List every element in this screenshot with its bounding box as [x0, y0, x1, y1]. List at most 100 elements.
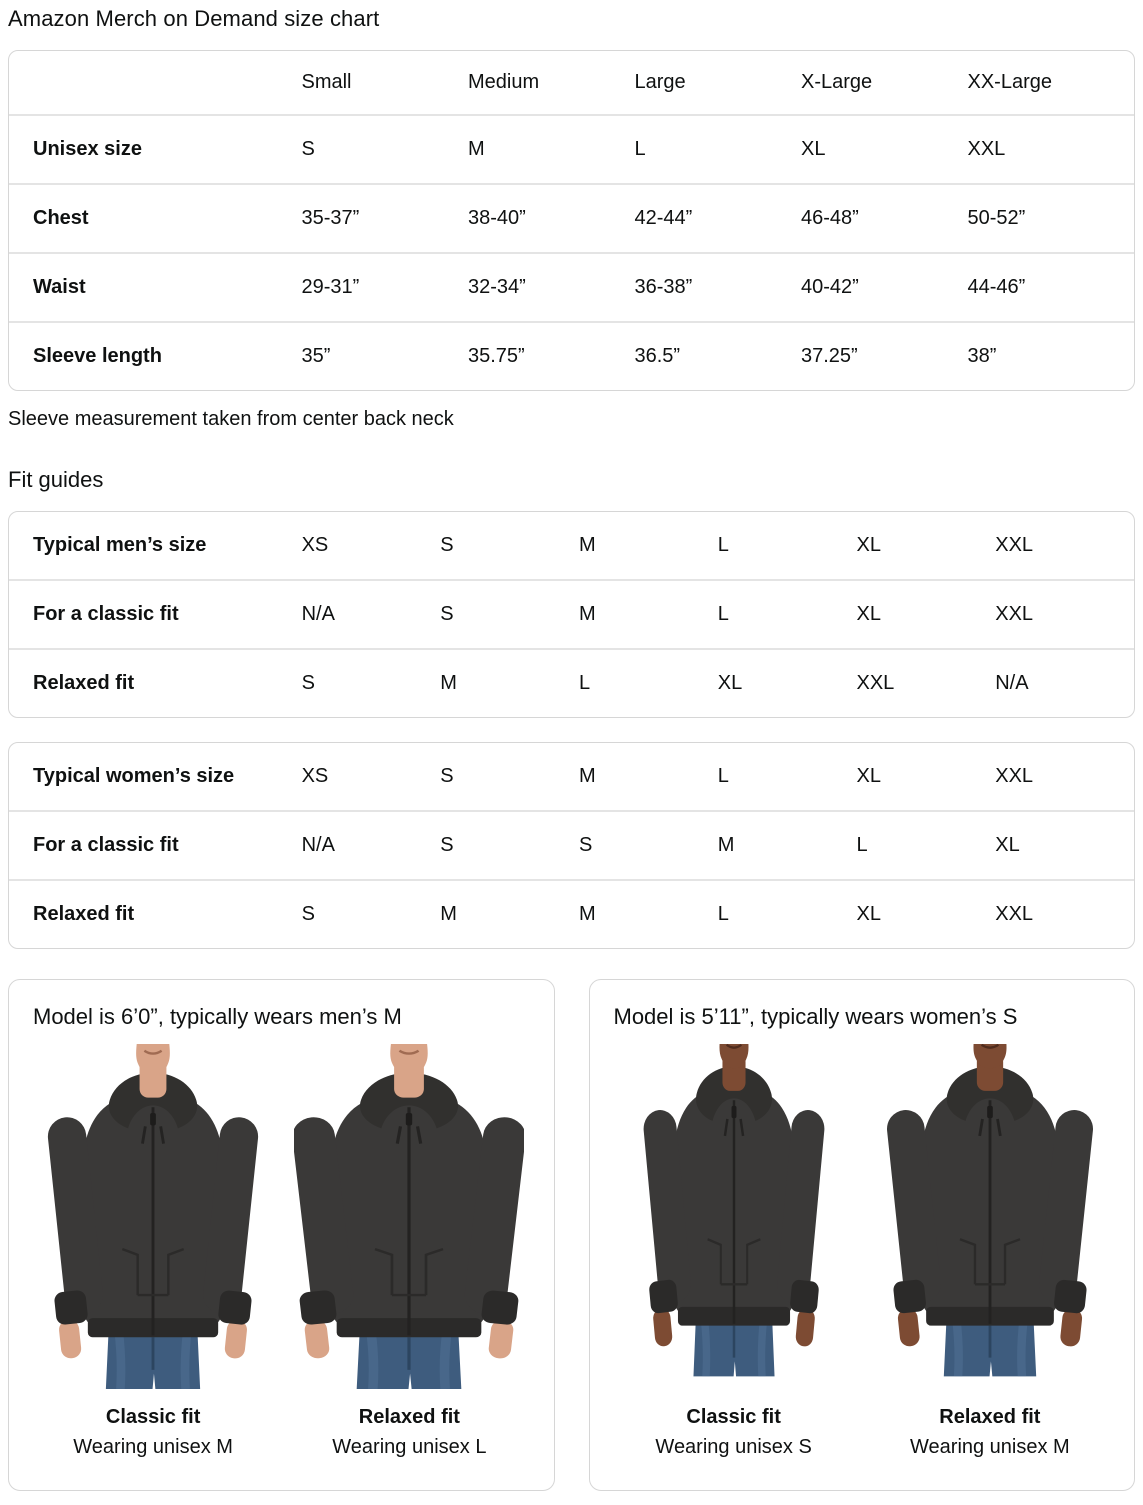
- male-model-relaxed-fit-photo: [294, 1044, 524, 1389]
- cell: L: [717, 765, 729, 787]
- cell: S: [301, 114, 468, 184]
- cell: N/A: [995, 648, 1134, 717]
- row-label: Relaxed fit: [9, 648, 302, 717]
- cell: XL: [800, 114, 968, 184]
- cell: L: [579, 648, 718, 717]
- row-label: For a classic fit: [9, 810, 302, 880]
- column-header-xx-large: XX-Large: [967, 71, 1052, 93]
- cell: XXL: [995, 879, 1134, 948]
- cell: M: [467, 114, 635, 184]
- size-chart-table: Small Medium Large X-Large XX-Large Unis…: [9, 51, 1134, 390]
- cell: XL: [856, 579, 996, 649]
- cell: N/A: [301, 579, 441, 649]
- size-chart-corner-cell: [9, 51, 301, 115]
- mens-classic-fit-column: Classic fit Wearing unisex M: [25, 1044, 281, 1459]
- cell: XXL: [995, 534, 1034, 556]
- row-label: Typical men’s size: [33, 534, 207, 556]
- fit-caption: Relaxed fit: [939, 1406, 1041, 1428]
- cell: 29-31”: [301, 252, 468, 322]
- table-row-womens-relaxed-fit: Relaxed fit S M M L XL XXL: [9, 879, 1134, 948]
- cell: XL: [856, 765, 881, 787]
- cell: S: [440, 579, 580, 649]
- cell: L: [717, 534, 729, 556]
- column-header-x-large: X-Large: [800, 71, 873, 93]
- mens-model-card-title: Model is 6’0”, typically wears men’s M: [33, 1004, 402, 1029]
- cell: N/A: [301, 810, 441, 880]
- cell: M: [717, 810, 857, 880]
- row-label: Sleeve length: [9, 321, 302, 390]
- table-row-unisex-size: Unisex size S M L XL XXL: [9, 114, 1134, 184]
- cell: XS: [301, 765, 329, 787]
- size-chart-header-row: Small Medium Large X-Large XX-Large: [9, 51, 1134, 115]
- female-model-relaxed-fit-photo: [875, 1044, 1105, 1389]
- cell: S: [440, 765, 454, 787]
- table-row-mens-relaxed-fit: Relaxed fit S M L XL XXL N/A: [9, 648, 1134, 717]
- cell: 36.5”: [634, 321, 801, 390]
- table-row-chest: Chest 35-37” 38-40” 42-44” 46-48” 50-52”: [9, 183, 1134, 253]
- size-chart-panel: Small Medium Large X-Large XX-Large Unis…: [8, 50, 1135, 391]
- table-row-sleeve-length: Sleeve length 35” 35.75” 36.5” 37.25” 38…: [9, 321, 1134, 390]
- row-label: Relaxed fit: [9, 879, 302, 948]
- model-cards: Model is 6’0”, typically wears men’s M C…: [8, 979, 1135, 1491]
- cell: L: [634, 114, 801, 184]
- row-label: Chest: [9, 183, 302, 253]
- cell: XL: [856, 879, 996, 948]
- table-row-mens-classic-fit: For a classic fit N/A S M L XL XXL: [9, 579, 1134, 649]
- cell: L: [856, 810, 996, 880]
- cell: M: [579, 879, 718, 948]
- mens-fit-guide-panel: Typical men’s size XS S M L XL XXL For a…: [8, 511, 1135, 718]
- cell: 38”: [967, 321, 1134, 390]
- cell: XS: [301, 534, 329, 556]
- cell: 44-46”: [967, 252, 1134, 322]
- cell: M: [579, 765, 596, 787]
- wearing-caption: Wearing unisex M: [910, 1436, 1070, 1458]
- cell: XL: [717, 648, 857, 717]
- cell: 35”: [301, 321, 468, 390]
- wearing-caption: Wearing unisex L: [332, 1436, 487, 1458]
- cell: S: [440, 534, 454, 556]
- cell: 50-52”: [967, 183, 1134, 253]
- wearing-caption: Wearing unisex S: [655, 1436, 812, 1458]
- row-label: Typical women’s size: [33, 765, 235, 787]
- cell: 38-40”: [467, 183, 635, 253]
- female-model-classic-fit-photo: [619, 1044, 849, 1389]
- mens-photo-row: Classic fit Wearing unisex M Relaxed fit…: [25, 1044, 538, 1459]
- cell: 42-44”: [634, 183, 801, 253]
- cell: L: [717, 879, 857, 948]
- cell: 35-37”: [301, 183, 468, 253]
- row-label: Waist: [9, 252, 302, 322]
- womens-model-card-title: Model is 5’11”, typically wears women’s …: [613, 1004, 1018, 1029]
- cell: XXL: [856, 648, 996, 717]
- cell: XL: [856, 534, 881, 556]
- cell: M: [579, 534, 596, 556]
- cell: S: [301, 879, 441, 948]
- womens-classic-fit-column: Classic fit Wearing unisex S: [606, 1044, 862, 1459]
- cell: XXL: [995, 579, 1134, 649]
- cell: 36-38”: [634, 252, 801, 322]
- mens-relaxed-fit-column: Relaxed fit Wearing unisex L: [281, 1044, 537, 1459]
- cell: 32-34”: [467, 252, 635, 322]
- cell: M: [440, 648, 580, 717]
- cell: L: [717, 579, 857, 649]
- fit-caption: Classic fit: [686, 1406, 781, 1428]
- fit-caption: Classic fit: [105, 1406, 201, 1428]
- cell: M: [440, 879, 580, 948]
- table-row-womens-classic-fit: For a classic fit N/A S S M L XL: [9, 810, 1134, 880]
- womens-photo-row: Classic fit Wearing unisex S Relaxed fit…: [606, 1044, 1119, 1459]
- cell: 37.25”: [800, 321, 968, 390]
- womens-model-card: Model is 5’11”, typically wears women’s …: [588, 979, 1135, 1491]
- womens-fit-guide-panel: Typical women’s size XS S M L XL XXL For…: [8, 742, 1135, 949]
- fit-caption: Relaxed fit: [358, 1406, 460, 1428]
- cell: XXL: [967, 114, 1134, 184]
- cell: S: [301, 648, 441, 717]
- table-row-waist: Waist 29-31” 32-34” 36-38” 40-42” 44-46”: [9, 252, 1134, 322]
- fit-guides-heading: Fit guides: [8, 467, 104, 492]
- cell: S: [579, 810, 718, 880]
- column-header-small: Small: [301, 71, 352, 93]
- column-header-large: Large: [634, 71, 686, 93]
- mens-model-card: Model is 6’0”, typically wears men’s M C…: [8, 979, 555, 1491]
- male-model-classic-fit-photo: [38, 1044, 268, 1389]
- cell: S: [440, 810, 580, 880]
- cell: XXL: [995, 765, 1034, 787]
